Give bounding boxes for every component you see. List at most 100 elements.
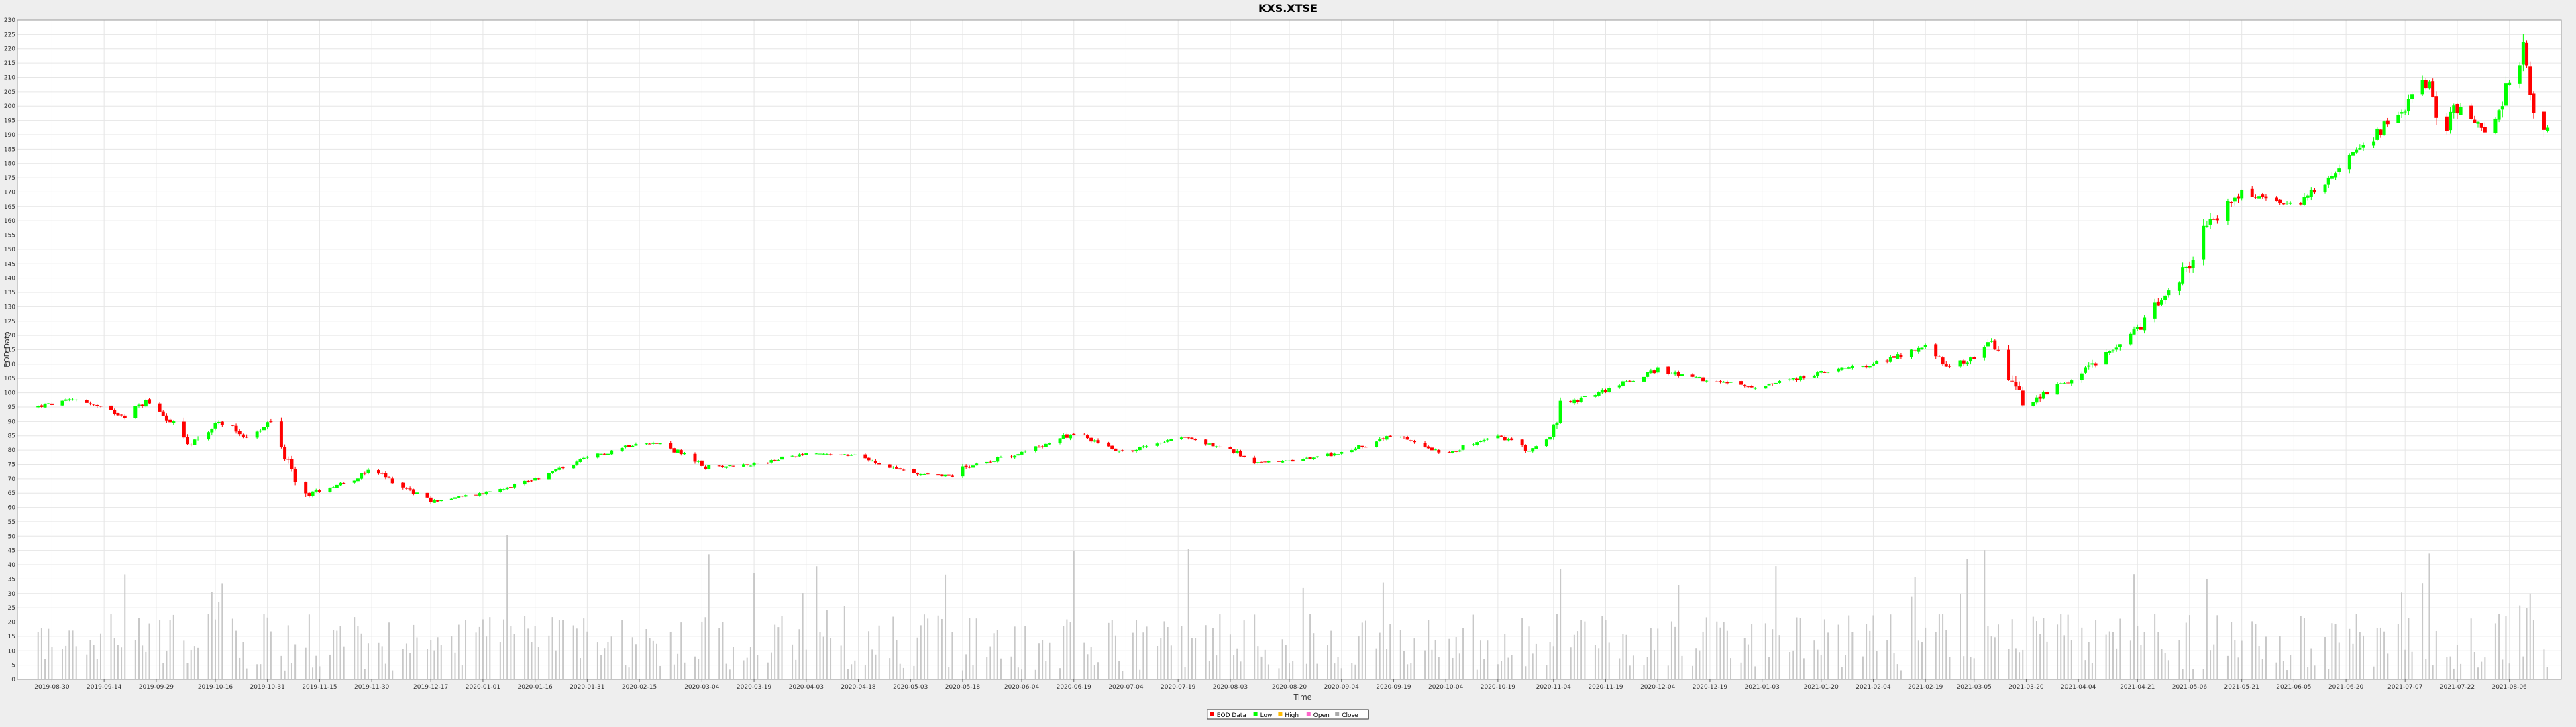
candle-up	[1281, 460, 1285, 463]
volume-bar	[1413, 638, 1415, 679]
volume-bar	[1845, 655, 1847, 679]
volume-bar	[315, 655, 317, 679]
volume-bar	[1949, 657, 1951, 679]
candle-up	[1597, 392, 1601, 396]
candle-up	[1778, 380, 1782, 383]
volume-bar	[437, 637, 439, 679]
volume-bar	[923, 614, 925, 679]
volume-bar	[1876, 651, 1878, 679]
candle-up	[2497, 110, 2501, 120]
candle-down	[293, 468, 297, 482]
candle-up	[1850, 366, 1854, 368]
candle-up	[572, 465, 576, 469]
volume-bar	[138, 618, 140, 679]
volume-bar	[117, 645, 119, 679]
candle-down	[1718, 381, 1722, 382]
candle-down	[436, 500, 440, 502]
candle-up	[682, 453, 686, 455]
candle-up	[2476, 121, 2480, 124]
volume-bar	[767, 662, 769, 679]
volume-bar	[183, 640, 185, 679]
volume-bar	[583, 618, 585, 679]
candle-up	[676, 449, 680, 453]
volume-bar	[916, 637, 918, 679]
volume-bar	[1010, 656, 1012, 679]
x-tick-label: 2020-10-04	[1428, 684, 1464, 691]
x-tick-label: 2019-10-31	[250, 684, 285, 691]
candle-down	[1725, 382, 1729, 384]
volume-bar	[1087, 654, 1089, 679]
volume-bar	[1552, 646, 1554, 679]
candle-up	[1812, 376, 1816, 378]
volume-bar	[2213, 644, 2215, 679]
candle-up	[620, 447, 624, 451]
y-tick-label: 40	[8, 562, 16, 569]
volume-bar	[287, 625, 289, 679]
y-tick-label: 190	[4, 132, 15, 139]
legend-label: Open	[1313, 712, 1330, 719]
volume-bar	[1017, 667, 1019, 679]
candle-down	[182, 421, 186, 438]
volume-bar	[899, 663, 901, 679]
candle-up	[133, 406, 138, 418]
volume-bar	[2422, 583, 2424, 679]
volume-bar	[1507, 657, 1509, 679]
volume-bar	[2275, 662, 2277, 679]
volume-bar	[1775, 566, 1777, 679]
candle-up	[1166, 440, 1170, 442]
volume-bar	[2202, 669, 2204, 679]
volume-bar	[110, 614, 112, 679]
volume-bar	[1695, 648, 1697, 679]
candle-up	[1871, 364, 1875, 366]
volume-bar	[378, 642, 380, 679]
candle-up	[2184, 266, 2188, 268]
volume-bar	[708, 554, 710, 679]
volume-bar	[478, 626, 480, 679]
volume-bar	[113, 638, 115, 679]
candle-up	[262, 427, 266, 431]
volume-bar	[1281, 639, 1283, 679]
candle-down	[2385, 120, 2390, 125]
volume-bar	[2334, 624, 2337, 679]
candle-down	[164, 415, 168, 421]
volume-bar	[1049, 642, 1051, 679]
candle-down	[964, 465, 968, 467]
volume-bar	[1146, 626, 1148, 679]
candle-up	[1764, 386, 1768, 389]
volume-bar	[72, 630, 74, 679]
volume-bar	[753, 573, 755, 679]
volume-bar	[1605, 620, 1607, 679]
volume-bar	[1584, 621, 1586, 679]
candle-down	[411, 489, 415, 494]
candle-up	[1016, 454, 1020, 456]
volume-bar	[1066, 619, 1068, 679]
volume-bar	[1483, 659, 1485, 679]
candle-down	[1131, 450, 1135, 452]
y-tick-label: 105	[4, 376, 15, 382]
y-tick-label: 220	[4, 46, 15, 53]
volume-bar	[2543, 649, 2545, 679]
volume-bar	[1837, 624, 1839, 679]
candle-down	[1628, 380, 1632, 382]
candle-down	[1944, 364, 1948, 367]
volume-bar	[2216, 615, 2218, 679]
candle-up	[2518, 65, 2522, 84]
candle-up	[551, 471, 555, 473]
candle-up	[1138, 447, 1142, 451]
volume-bar	[558, 620, 560, 679]
volume-bar	[819, 632, 821, 679]
candle-up	[975, 463, 979, 466]
candle-up	[2087, 365, 2091, 367]
volume-bar	[1358, 635, 1360, 679]
candle-up	[67, 399, 71, 400]
candle-up	[2504, 83, 2508, 106]
candle-down	[304, 482, 308, 494]
x-tick-label: 2020-01-31	[570, 684, 604, 691]
volume-bar	[1424, 650, 1426, 679]
legend-swatch	[1210, 712, 1214, 716]
volume-bar	[2258, 645, 2260, 679]
volume-bar	[993, 633, 995, 679]
legend-swatch	[1253, 712, 1258, 716]
volume-bar	[1142, 632, 1144, 679]
